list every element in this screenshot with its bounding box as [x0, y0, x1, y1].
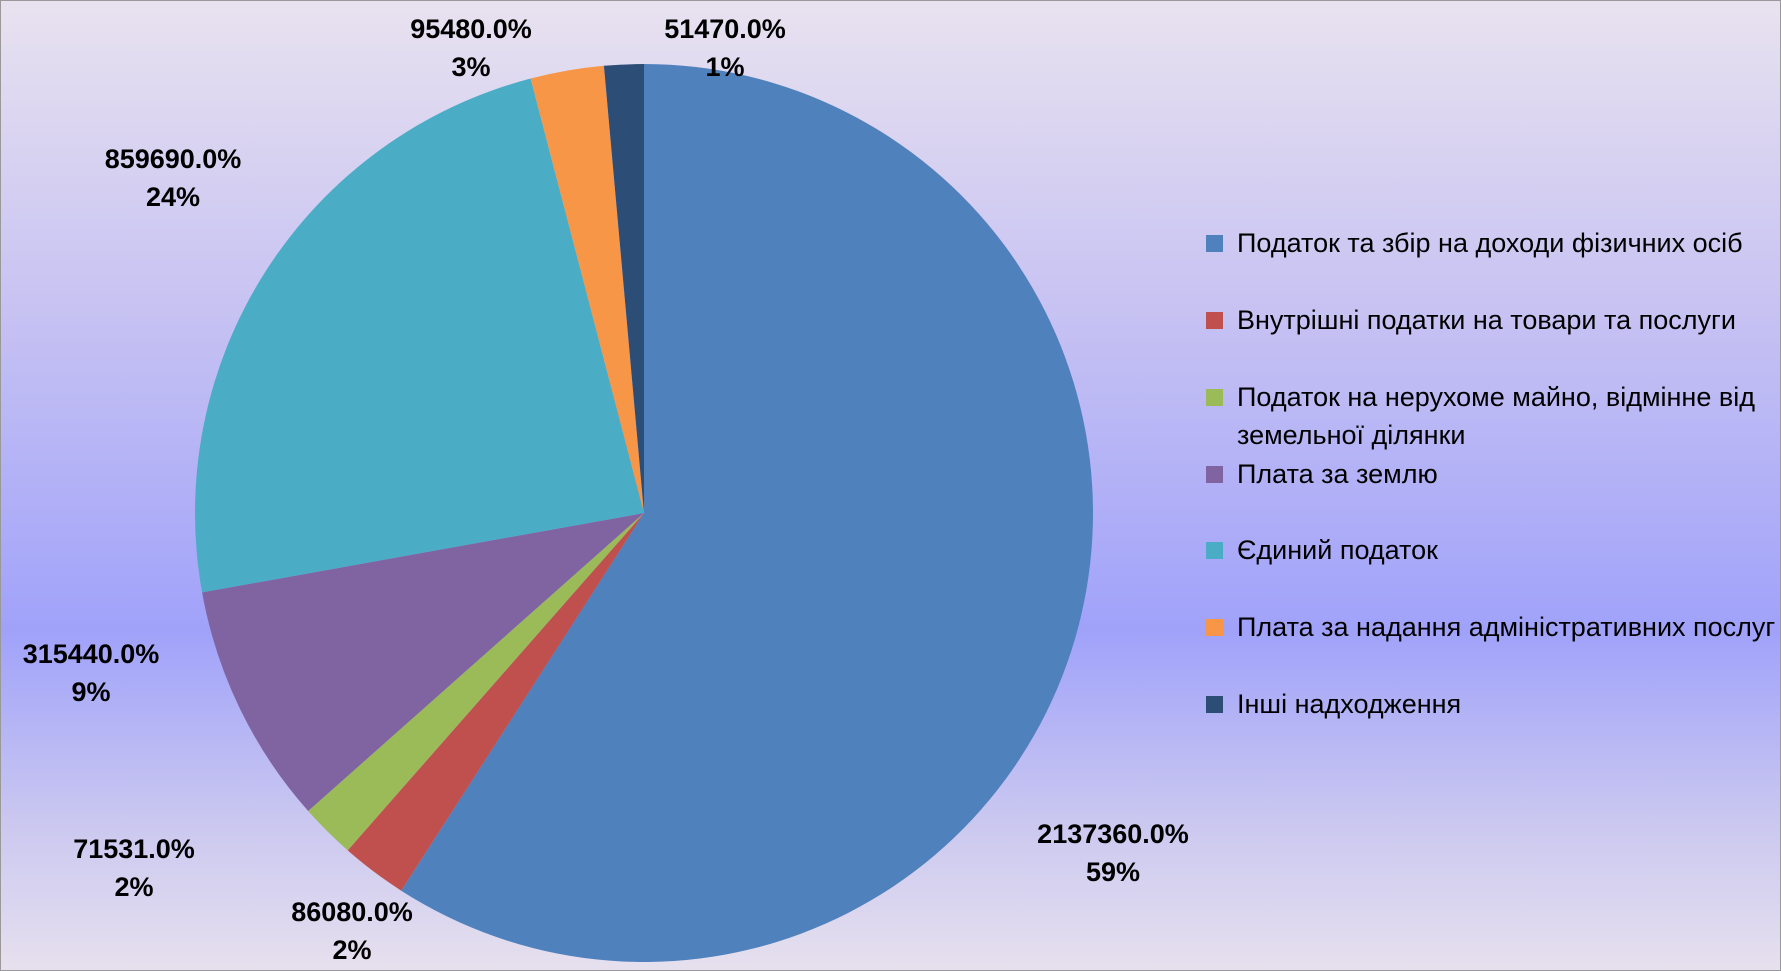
legend-item: Інші надходження	[1206, 685, 1781, 723]
legend-label: Податок на нерухоме майно, відмінне від …	[1237, 382, 1755, 450]
legend-item: Внутрішні податки на товари та послуги	[1206, 301, 1781, 339]
percent-label: 2%	[332, 935, 371, 965]
legend-swatch	[1206, 235, 1223, 252]
data-label: 315440.0%	[23, 639, 160, 669]
percent-label: 59%	[1086, 857, 1140, 887]
percent-label: 3%	[451, 52, 490, 82]
legend-label: Інші надходження	[1237, 689, 1462, 719]
legend-swatch	[1206, 312, 1223, 329]
data-label: 86080.0%	[291, 897, 413, 927]
percent-label: 24%	[146, 182, 200, 212]
pie-slice	[202, 513, 645, 812]
pie-slice	[530, 65, 644, 514]
legend-swatch	[1206, 619, 1223, 636]
legend-item: Плата за землю	[1206, 455, 1781, 493]
legend-label: Плата за землю	[1237, 459, 1438, 489]
data-label: 859690.0%	[105, 144, 242, 174]
legend-label: Плата за надання адміністративних послуг	[1237, 612, 1776, 642]
legend-label: Внутрішні податки на товари та послуги	[1237, 305, 1736, 335]
legend-item: Єдиний податок	[1206, 531, 1781, 569]
data-label: 95480.0%	[410, 14, 532, 44]
legend-swatch	[1206, 389, 1223, 406]
legend-item: Плата за надання адміністративних послуг	[1206, 608, 1781, 646]
data-label: 2137360.0%	[1037, 819, 1189, 849]
pie-slice	[347, 513, 644, 891]
data-label: 71531.0%	[73, 834, 195, 864]
percent-label: 9%	[71, 677, 110, 707]
pie-slice	[401, 64, 1093, 963]
percent-label: 1%	[705, 52, 744, 82]
legend-swatch	[1206, 542, 1223, 559]
percent-label: 2%	[114, 872, 153, 902]
data-label: 51470.0%	[664, 14, 786, 44]
legend-label: Податок та збір на доходи фізичних осіб	[1237, 228, 1743, 258]
pie-slice	[308, 513, 644, 851]
legend-item: Податок на нерухоме майно, відмінне від …	[1206, 378, 1781, 454]
legend-swatch	[1206, 466, 1223, 483]
pie-slice	[194, 78, 644, 593]
legend-label: Єдиний податок	[1237, 535, 1438, 565]
pie-slice	[603, 64, 644, 513]
legend-item: Податок та збір на доходи фізичних осіб	[1206, 224, 1781, 262]
legend-swatch	[1206, 696, 1223, 713]
